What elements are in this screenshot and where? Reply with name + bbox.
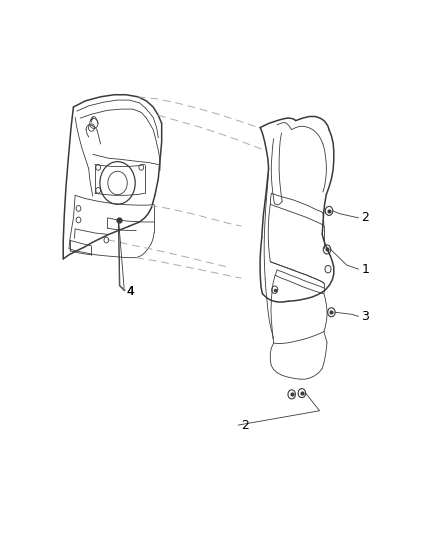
Text: 4: 4: [126, 285, 134, 298]
Text: 1: 1: [361, 263, 369, 276]
Text: 4: 4: [126, 285, 134, 298]
Text: 2: 2: [361, 212, 369, 224]
Text: 3: 3: [361, 310, 369, 323]
Text: 2: 2: [241, 418, 249, 432]
